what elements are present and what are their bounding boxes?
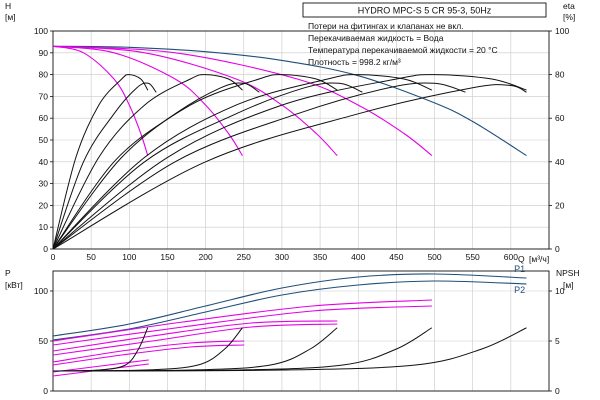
x-tick-label: 50	[86, 252, 96, 262]
x-tick-label: 0	[51, 252, 56, 262]
y-right-unit-top: [%]	[563, 12, 575, 22]
power_total-curve-1	[53, 273, 527, 337]
efficiency-curve-12	[53, 74, 432, 249]
y-left-tick-label: 50	[39, 135, 49, 145]
efficiency-curve-7	[53, 82, 157, 249]
x-tick-label: 300	[275, 252, 289, 262]
y-right-label-bottom: NPSH	[556, 268, 580, 278]
chart-title: HYDRO MPC-S 5 CR 95-3, 50Hz	[358, 6, 492, 16]
efficiency-curve-13	[53, 82, 466, 249]
efficiency-curve-10	[53, 74, 338, 249]
y-left-tick-label: 100	[34, 286, 48, 296]
y-left-tick-label: 100	[34, 26, 48, 36]
note-liquid: Перекачиваемая жидкость = Вода	[308, 33, 444, 43]
efficiency-curve-6	[53, 74, 149, 249]
x-axis-label: Q	[518, 254, 525, 264]
power_stage-curve-8	[53, 320, 338, 352]
x-tick-label: 250	[237, 252, 251, 262]
x-tick-label: 150	[160, 252, 174, 262]
npsh-curve-15	[53, 327, 527, 372]
head-curve-5	[53, 45, 433, 156]
series-label-p1: P1	[514, 264, 525, 274]
power_stage-curve-10	[53, 299, 433, 342]
y-left-label-top: H	[5, 1, 11, 11]
y-left-tick-label: 0	[43, 244, 48, 254]
y-right-tick-label: 10	[555, 286, 565, 296]
plot-frame	[52, 270, 550, 392]
power_stage-curve-7	[53, 323, 338, 356]
x-tick-label: 200	[199, 252, 213, 262]
y-right-tick-label: 0	[555, 386, 560, 396]
x-tick-label: 550	[466, 252, 480, 262]
efficiency-curve-15	[53, 84, 527, 249]
curves-group	[53, 45, 527, 249]
y-left-tick-label: 10	[39, 222, 49, 232]
note-density: Плотность = 998.2 кг/м³	[308, 57, 401, 67]
x-tick-label: 350	[313, 252, 327, 262]
y-left-label-bottom: P	[5, 268, 11, 278]
y-right-label-top: eta	[563, 1, 575, 11]
power_total-curve-2	[53, 280, 527, 341]
x-axis-unit: [м³/ч]	[529, 254, 549, 264]
head-efficiency-panel: 0 10 20 30 40 50 60 70 80 90 100 0 20 40 60 80 100 0 50 100…	[34, 26, 570, 262]
y-left-tick-label: 60	[39, 113, 49, 123]
y-left-tick-label: 0	[43, 386, 48, 396]
series-label-p2: P2	[514, 285, 525, 295]
efficiency-curve-8	[53, 74, 243, 249]
y-left-unit-top: [м]	[5, 12, 16, 22]
power_stage-curve-6	[53, 340, 245, 363]
efficiency-curve-9	[53, 82, 260, 249]
title-box	[302, 2, 547, 18]
power-npsh-panel: 0 50 100 0 5 10 P1 P2	[34, 264, 565, 396]
power_stage-curve-9	[53, 305, 433, 346]
y-right-tick-label: 40	[555, 157, 565, 167]
curves-group	[53, 273, 527, 377]
y-right-unit-bottom: [м]	[563, 280, 574, 290]
y-left-tick-label: 20	[39, 200, 49, 210]
head-curve-2	[53, 45, 149, 156]
y-right-tick-label: 80	[555, 70, 565, 80]
note-losses: Потери на фитингах и клапанах не вкл.	[308, 21, 464, 31]
x-tick-label: 100	[122, 252, 136, 262]
head-curve-4	[53, 45, 338, 156]
x-tick-label: 400	[351, 252, 365, 262]
head_full-curve-1	[53, 45, 527, 156]
y-right-tick-label: 0	[555, 244, 560, 254]
y-left-tick-label: 40	[39, 157, 49, 167]
y-left-tick-label: 30	[39, 179, 49, 189]
efficiency-curve-11	[53, 82, 363, 249]
head-curve-3	[53, 45, 243, 156]
x-tick-label: 600	[504, 252, 518, 262]
x-tick-label: 450	[389, 252, 403, 262]
y-left-tick-label: 90	[39, 48, 49, 58]
y-right-tick-label: 100	[555, 26, 569, 36]
x-tick-label: 500	[427, 252, 441, 262]
power_stage-curve-5	[53, 344, 245, 366]
y-left-tick-label: 80	[39, 70, 49, 80]
y-left-tick-label: 70	[39, 91, 49, 101]
note-temperature: Температура перекачиваемой жидкости = 20…	[308, 45, 498, 55]
y-left-tick-label: 50	[39, 336, 49, 346]
y-right-tick-label: 20	[555, 200, 565, 210]
y-left-unit-bottom: [кВт]	[5, 280, 23, 290]
efficiency-curve-14	[53, 74, 527, 249]
y-right-tick-label: 5	[555, 336, 560, 346]
y-right-tick-label: 60	[555, 113, 565, 123]
